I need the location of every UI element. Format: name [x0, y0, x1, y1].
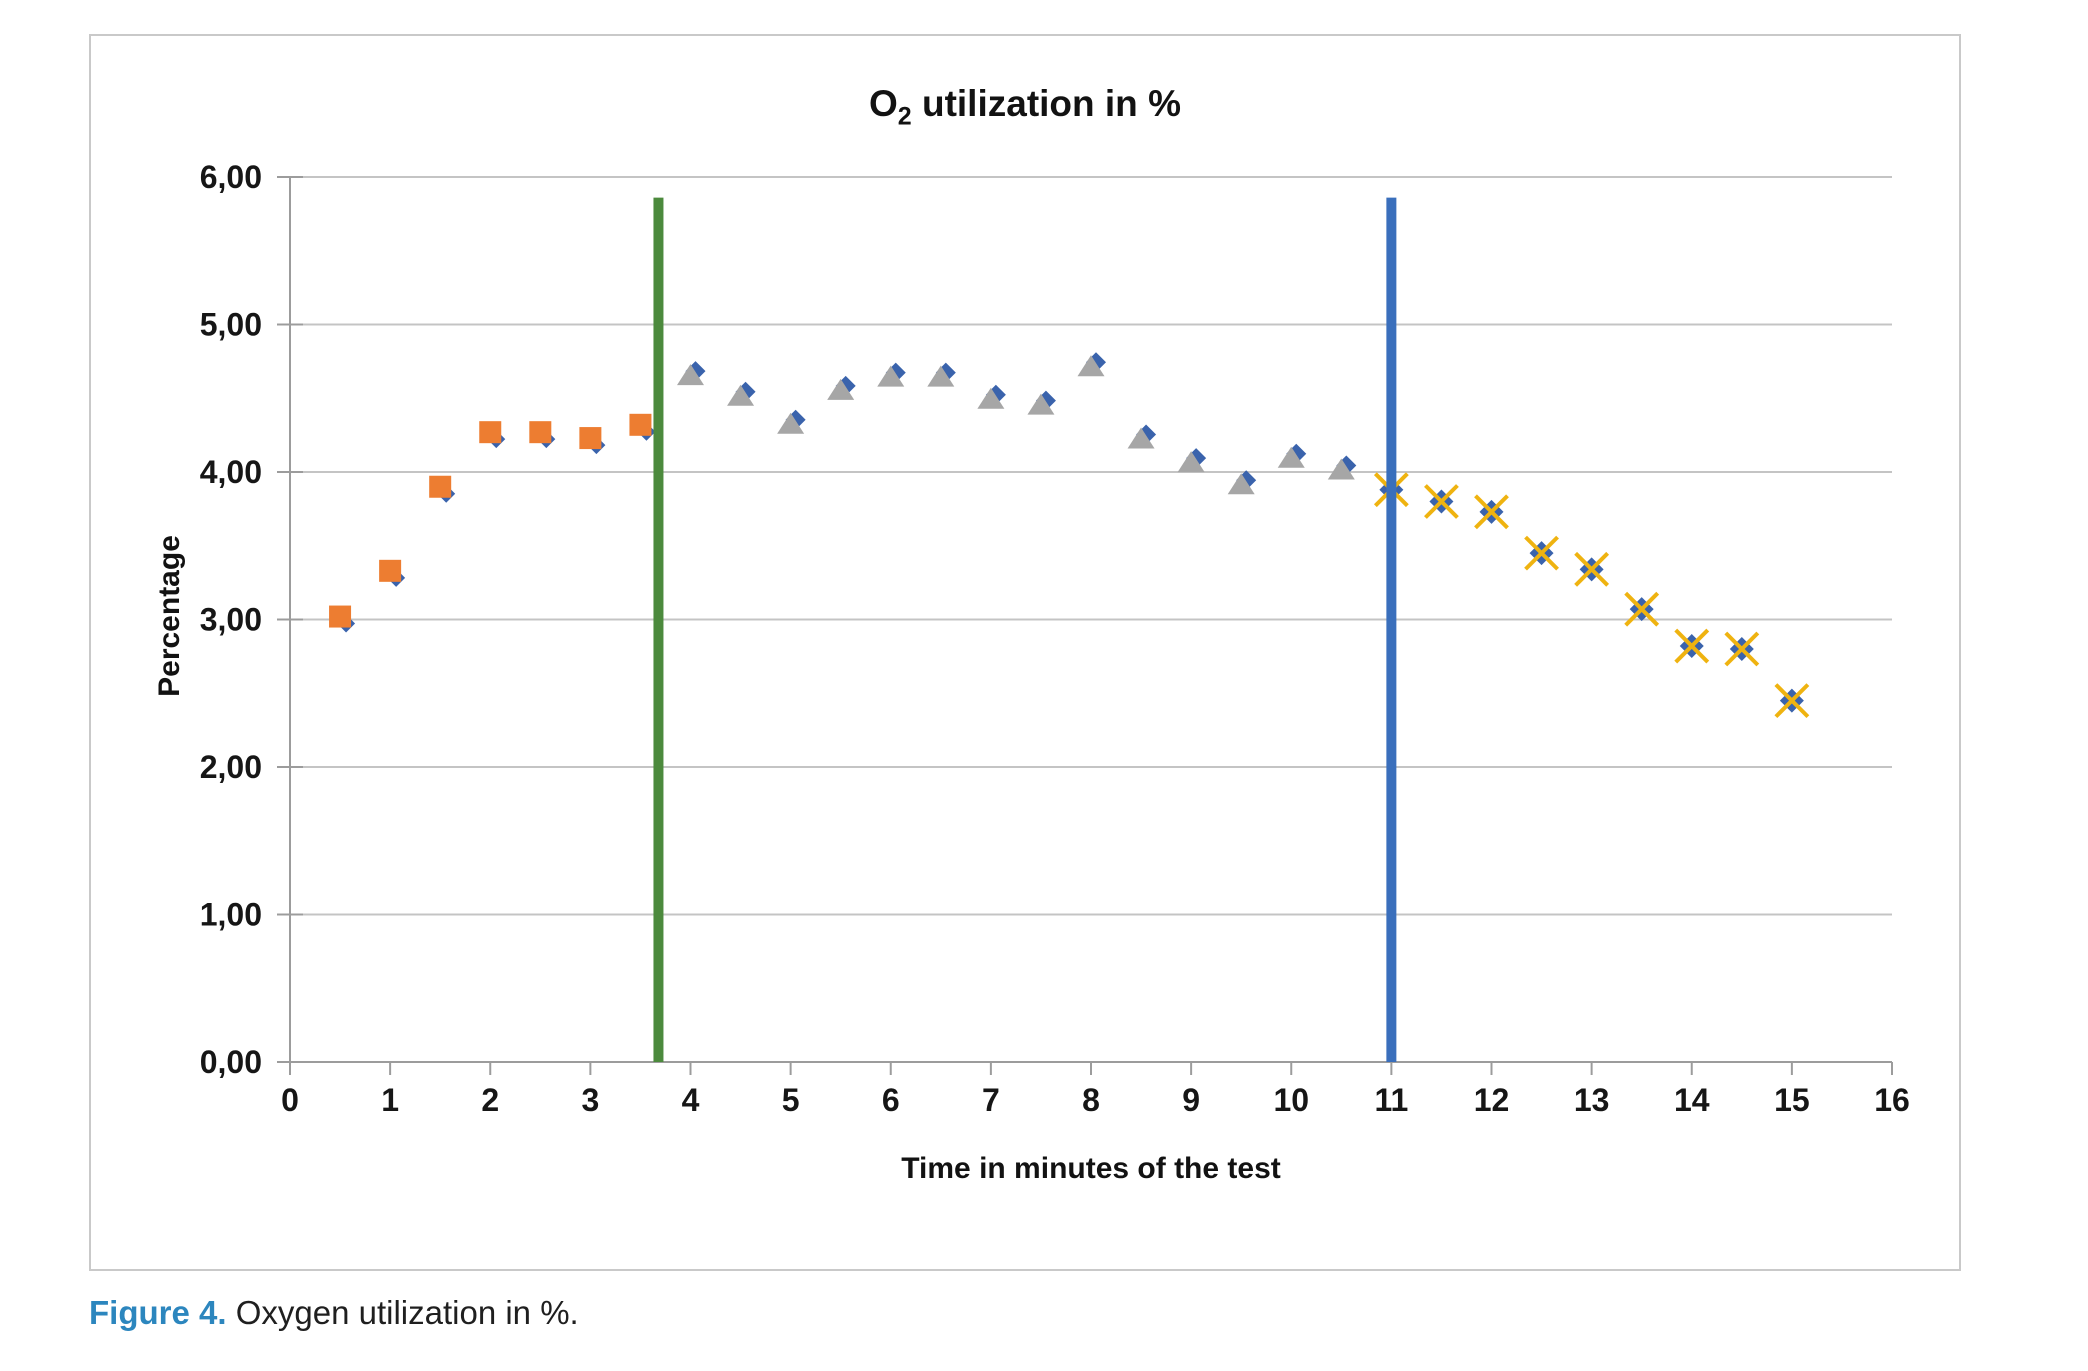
x-tick-label: 13	[1574, 1082, 1610, 1118]
square-marker	[629, 413, 652, 436]
triangle-marker	[827, 378, 855, 400]
chart-title: O2 utilization in %	[89, 83, 1961, 129]
x-tick-label: 2	[481, 1082, 499, 1118]
x-tick-label: 14	[1674, 1082, 1710, 1118]
y-tick-label: 2,00	[200, 749, 262, 785]
triangle-marker	[977, 387, 1005, 409]
y-tick-label: 4,00	[200, 454, 262, 490]
chart-title-prefix: O	[869, 83, 898, 124]
x-cross-marker	[1774, 683, 1810, 719]
y-tick-label: 0,00	[200, 1044, 262, 1080]
x-tick-label: 3	[581, 1082, 599, 1118]
triangle-marker	[677, 364, 704, 386]
y-axis-title: Percentage	[153, 535, 186, 697]
y-tick-label: 3,00	[200, 602, 262, 638]
x-tick-label: 11	[1374, 1082, 1408, 1118]
triangle-marker	[777, 412, 805, 434]
x-cross-marker	[1574, 551, 1610, 587]
triangle-marker	[1077, 355, 1105, 377]
chart-frame	[89, 34, 1961, 1271]
triangle-marker	[727, 384, 755, 406]
x-cross-marker	[1724, 631, 1760, 667]
square-marker	[529, 421, 552, 444]
square-marker	[329, 605, 352, 628]
y-tick-label: 5,00	[200, 307, 262, 343]
triangle-marker	[1327, 458, 1355, 480]
square-marker	[579, 427, 602, 450]
x-tick-label: 1	[381, 1082, 399, 1118]
x-tick-label: 8	[1082, 1082, 1100, 1118]
y-tick-label: 6,00	[200, 159, 262, 195]
x-tick-label: 12	[1474, 1082, 1510, 1118]
x-tick-label: 7	[982, 1082, 1000, 1118]
x-cross-marker	[1424, 484, 1459, 519]
x-cross-marker	[1524, 535, 1559, 571]
x-tick-label: 9	[1182, 1082, 1200, 1118]
x-cross-marker	[1624, 591, 1660, 627]
figure-caption-label: Figure 4.	[89, 1294, 227, 1331]
triangle-marker	[877, 365, 905, 387]
triangle-marker	[1027, 393, 1055, 415]
x-tick-label: 15	[1774, 1082, 1810, 1118]
figure-caption-text: Oxygen utilization in %.	[226, 1294, 579, 1331]
x-axis-title: Time in minutes of the test	[901, 1152, 1281, 1185]
chart-title-subscript: 2	[897, 102, 912, 131]
square-marker	[429, 475, 452, 498]
triangle-marker	[927, 365, 955, 387]
x-cross-marker	[1474, 494, 1509, 530]
triangle-marker	[1177, 451, 1205, 473]
x-tick-label: 10	[1273, 1082, 1309, 1118]
x-cross-marker	[1674, 628, 1710, 664]
square-marker	[379, 559, 402, 582]
x-tick-label: 5	[782, 1082, 800, 1118]
y-tick-label: 1,00	[200, 897, 262, 933]
triangle-marker	[1227, 473, 1255, 495]
triangle-marker	[1127, 427, 1155, 449]
triangle-marker	[1277, 446, 1305, 468]
x-tick-label: 16	[1874, 1082, 1910, 1118]
square-marker	[479, 421, 502, 444]
x-tick-label: 0	[281, 1082, 299, 1118]
chart-title-suffix: utilization in %	[911, 83, 1181, 124]
x-tick-label: 6	[882, 1082, 900, 1118]
x-tick-label: 4	[682, 1082, 700, 1118]
figure-caption: Figure 4. Oxygen utilization in %.	[89, 1294, 579, 1332]
